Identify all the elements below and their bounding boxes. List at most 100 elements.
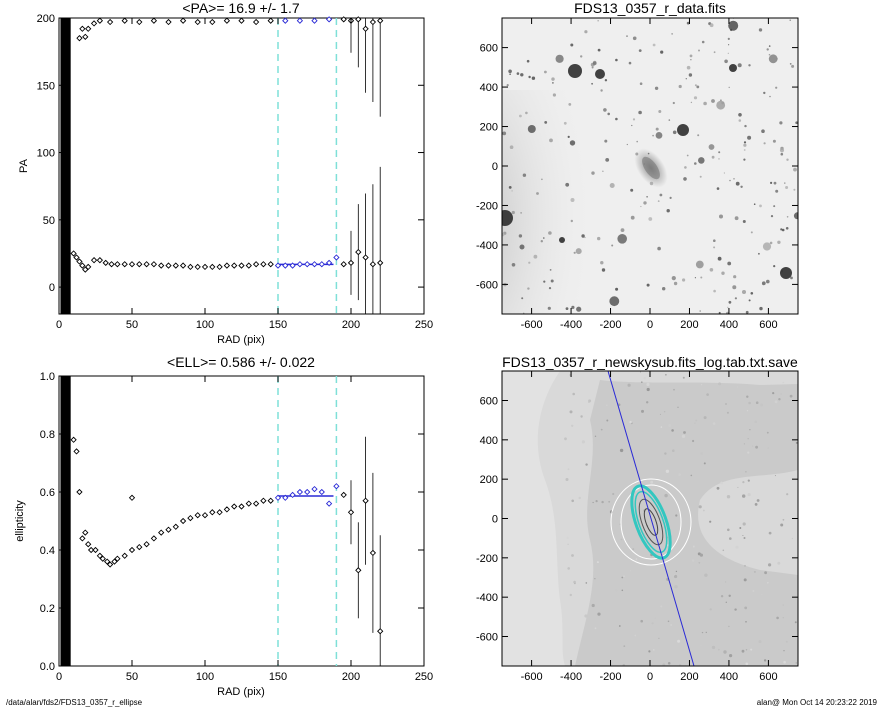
noise-speck (760, 403, 764, 407)
star (698, 157, 705, 164)
noise-speck (701, 384, 703, 386)
noise-speck (621, 576, 624, 579)
data-point (201, 263, 209, 271)
y-tick-label: 1.0 (40, 371, 55, 383)
data-point (96, 552, 104, 559)
noise-speck (786, 493, 789, 496)
star (630, 188, 634, 192)
noise-speck (761, 593, 763, 596)
data-point (106, 18, 114, 26)
data-point (274, 262, 282, 269)
data-image-x-ticks: -600 -400 -200 0 200 400 600 (521, 18, 778, 331)
data-point (325, 500, 333, 507)
star (728, 20, 739, 31)
noise-speck (653, 649, 655, 651)
star (734, 216, 739, 221)
noise-speck (743, 578, 747, 582)
star (733, 275, 737, 279)
star (724, 59, 728, 64)
star (735, 181, 740, 186)
star (552, 93, 557, 97)
star (646, 283, 650, 287)
noise-speck (691, 559, 695, 562)
noise-speck (664, 452, 667, 455)
noise-speck (646, 387, 650, 392)
ell-x-label: RAD (pix) (217, 686, 265, 698)
noise-speck (743, 537, 746, 539)
y-tick-label: 0.0 (40, 661, 55, 673)
star (716, 187, 720, 190)
noise-speck (778, 398, 781, 401)
noise-speck (744, 565, 746, 567)
noise-speck (675, 514, 678, 517)
bright-star (729, 64, 737, 72)
noise-speck (703, 509, 705, 512)
star (763, 91, 766, 95)
data-point (340, 16, 347, 23)
data-point (238, 262, 245, 269)
ell-y-label: ellipticity (14, 500, 26, 542)
star (685, 78, 687, 80)
inner-region-band (60, 376, 71, 666)
star (729, 179, 731, 182)
noise-speck (795, 662, 798, 664)
noise-speck (660, 426, 663, 428)
skysub-image-panel: FDS13_0357_r_newskysub.fits_log.tab.txt.… (476, 354, 799, 683)
star (779, 148, 785, 153)
noise-speck (729, 654, 733, 658)
star (536, 192, 539, 195)
noise-speck (746, 410, 749, 412)
y-tick-label: 600 (480, 43, 498, 55)
noise-speck (742, 535, 744, 536)
noise-speck (709, 520, 712, 523)
noise-speck (571, 499, 574, 503)
star (615, 117, 618, 121)
noise-speck (585, 582, 588, 584)
noise-speck (596, 561, 599, 564)
star (690, 101, 693, 104)
star (638, 49, 642, 52)
noise-speck (651, 622, 654, 625)
star (522, 173, 527, 177)
star (615, 58, 618, 62)
star (762, 242, 772, 251)
data-point (111, 558, 118, 565)
star (569, 140, 576, 146)
bright-star (502, 210, 513, 226)
star (684, 166, 687, 169)
bright-star (559, 237, 565, 243)
data-point (201, 512, 209, 519)
data-point (102, 259, 109, 267)
star (719, 214, 723, 219)
star (591, 82, 593, 85)
star (581, 234, 585, 238)
star (617, 234, 627, 244)
star (683, 177, 687, 181)
noise-speck (791, 537, 794, 540)
star (611, 244, 614, 247)
star (540, 240, 543, 243)
data-point (194, 18, 201, 26)
star (646, 196, 648, 198)
star (728, 86, 730, 89)
inner-region-band (60, 18, 71, 314)
data-point (209, 18, 216, 26)
noise-speck (724, 581, 727, 583)
noise-speck (752, 590, 755, 592)
data-point (79, 535, 86, 542)
data-point (82, 33, 89, 40)
data-image-y-ticks: -600 -400 -200 0 200 400 600 (476, 43, 798, 291)
star (573, 251, 576, 254)
star (785, 227, 789, 230)
star (555, 54, 564, 63)
noise-speck (600, 428, 603, 431)
star (789, 63, 792, 65)
isophote-contours (610, 478, 692, 566)
x-tick-label: -400 (560, 319, 582, 331)
data-point (104, 558, 111, 565)
star (711, 155, 715, 159)
star (773, 265, 776, 268)
star (743, 143, 747, 147)
star (686, 21, 690, 25)
